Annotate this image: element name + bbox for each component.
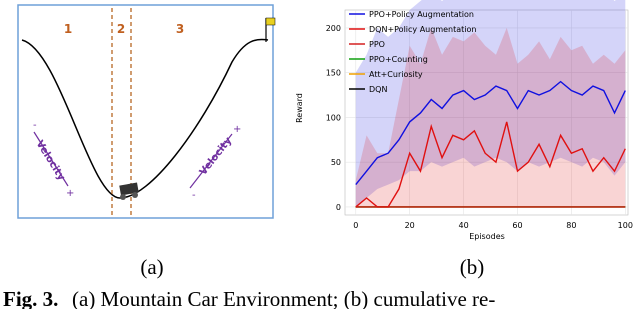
legend-label: PPO+Counting <box>369 55 428 64</box>
plot-area <box>344 9 629 216</box>
error-band <box>355 0 626 207</box>
figure-label: Fig. 3. <box>3 287 58 309</box>
legend-label: DQN+Policy Augmentation <box>369 25 476 34</box>
y-tick-label: 150 <box>326 69 341 78</box>
legend-label: DQN <box>369 85 387 94</box>
line <box>355 121 626 208</box>
sign: + <box>66 188 74 199</box>
legend-label: PPO <box>369 40 385 49</box>
x-tick-label: 20 <box>405 221 415 230</box>
x-tick-label: 60 <box>512 221 522 230</box>
x-tick-label: 100 <box>618 221 633 230</box>
velocity-arrow <box>33 131 69 187</box>
x-tick-label: 80 <box>566 221 576 230</box>
sign: + <box>233 124 241 135</box>
figure-caption: (a) Mountain Car Environment; (b) cumula… <box>72 287 495 309</box>
legend-label: Att+Curiosity <box>369 70 423 79</box>
zone-label: 1 <box>64 22 72 36</box>
caption-a: (a) <box>140 255 163 279</box>
zone-label: 3 <box>176 22 184 36</box>
panel-a-frame <box>17 4 274 219</box>
y-tick-label: 200 <box>326 24 341 33</box>
x-tick-label: 40 <box>458 221 468 230</box>
zone-label: 2 <box>117 22 125 36</box>
line <box>355 80 626 186</box>
x-tick-label: 0 <box>353 221 358 230</box>
y-axis-label: Reward <box>295 93 304 123</box>
caption-b: (b) <box>460 255 485 279</box>
velocity-arrow <box>189 133 233 189</box>
y-tick-label: 0 <box>336 203 341 212</box>
mountain-curve <box>21 38 269 199</box>
car <box>119 182 139 200</box>
legend-label: PPO+Policy Augmentation <box>369 10 474 19</box>
x-axis-label: Episodes <box>469 232 505 241</box>
y-tick-label: 50 <box>331 158 341 167</box>
flag <box>265 17 276 26</box>
sign: - <box>33 120 37 131</box>
y-tick-label: 100 <box>326 113 341 122</box>
sign: - <box>192 190 196 201</box>
